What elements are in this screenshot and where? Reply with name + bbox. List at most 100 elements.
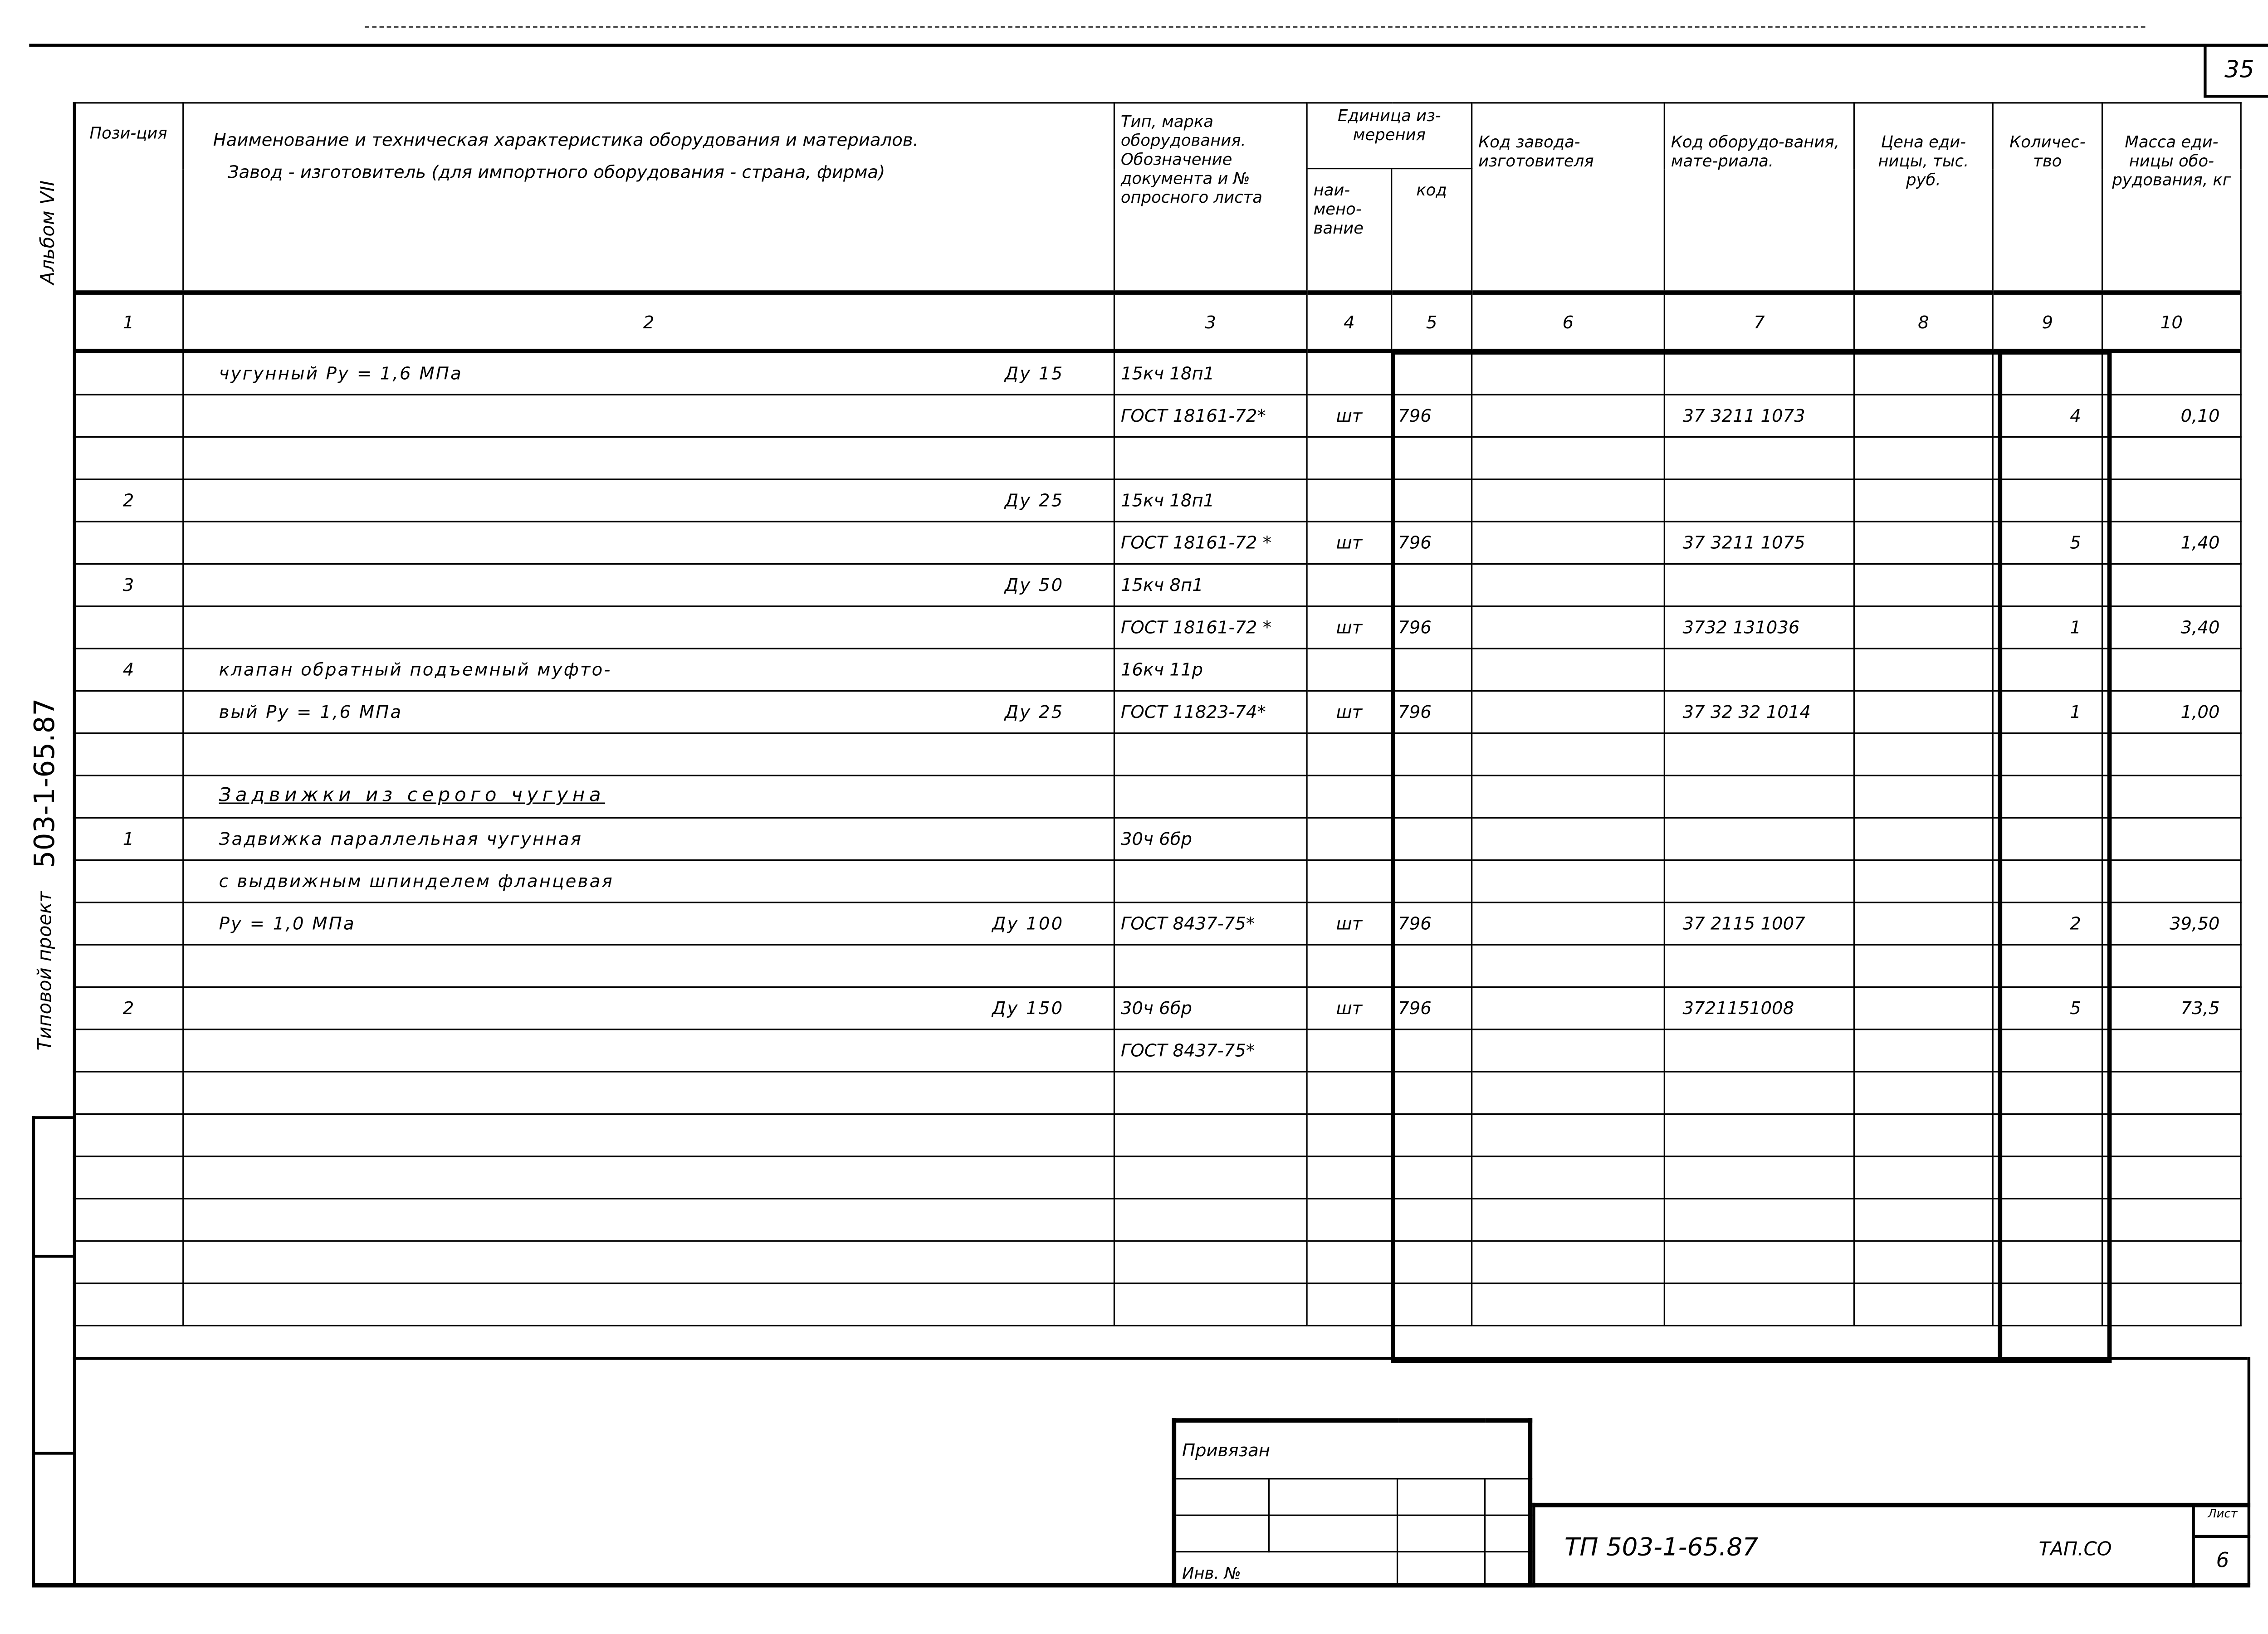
cell-factory: [1471, 1156, 1665, 1200]
cell-factory: [1471, 394, 1665, 438]
cell-mass: [2101, 1113, 2242, 1157]
column-number: 7: [1663, 290, 1855, 353]
column-number: 1: [73, 290, 184, 353]
cell-qty: 2: [1992, 902, 2103, 946]
cell-mass: [2101, 775, 2242, 819]
cell-unit: [1306, 1198, 1393, 1242]
cell-mass: [2101, 732, 2242, 776]
cell-mass: [2101, 1156, 2242, 1200]
cell-factory: [1471, 944, 1665, 988]
cell-qty: [1992, 817, 2103, 861]
cell-price: [1853, 1283, 1994, 1327]
cell-price: [1853, 605, 1994, 649]
bold-divider-mass: [1998, 350, 2003, 1357]
cell-mass: [2101, 436, 2242, 480]
cell-unit: шт: [1306, 394, 1393, 438]
table-row: ГОСТ 8437-75*: [73, 1029, 2242, 1073]
item-name: Ру = 1,0 МПа: [219, 913, 356, 934]
cell-mass: 1,40: [2101, 521, 2242, 565]
cell-pos: [73, 732, 184, 776]
frame-top: [29, 44, 2268, 47]
left-strip-line: [32, 1116, 73, 1119]
header-factory-code: Код завода-изготовителя: [1471, 102, 1665, 293]
cell-factory: [1471, 350, 1665, 395]
cell-unit: [1306, 478, 1393, 522]
cell-type: [1113, 1283, 1308, 1327]
cell-qty: [1992, 1029, 2103, 1073]
cell-factory: [1471, 1071, 1665, 1115]
cell-name: Задвижки из серого чугуна: [182, 775, 1115, 819]
nominal-diameter: Ду 50: [1004, 575, 1064, 595]
linked-label: Привязан: [1173, 1419, 1531, 1480]
cell-unit: [1306, 944, 1393, 988]
cell-pos: 2: [73, 478, 184, 522]
cell-mass: [2101, 944, 2242, 988]
cell-unit: [1306, 1113, 1393, 1157]
cell-pos: [73, 775, 184, 819]
cell-equip: [1663, 648, 1855, 692]
cell-code: [1391, 1113, 1473, 1157]
header-quantity: Количес-тво: [1992, 102, 2103, 293]
cell-unit: [1306, 859, 1393, 903]
cell-code: 796: [1391, 394, 1473, 438]
cell-unit: шт: [1306, 521, 1393, 565]
cell-qty: 1: [1992, 605, 2103, 649]
cell-name: клапан обратный подъемный муфто-: [182, 648, 1115, 692]
cell-unit: шт: [1306, 605, 1393, 649]
cell-qty: 5: [1992, 521, 2103, 565]
cell-qty: [1992, 1198, 2103, 1242]
nominal-diameter: Ду 15: [1004, 363, 1064, 384]
album-label: Альбом VII: [38, 180, 60, 285]
cell-type: [1113, 859, 1308, 903]
header-name-line2: Завод - изготовитель (для импортного обо…: [227, 162, 885, 183]
section-heading: Задвижки из серого чугуна: [219, 785, 606, 807]
cell-price: [1853, 1156, 1994, 1200]
cell-pos: [73, 394, 184, 438]
cell-pos: [73, 436, 184, 480]
cell-code: [1391, 1071, 1473, 1115]
cell-pos: [73, 1113, 184, 1157]
cell-qty: [1992, 1113, 2103, 1157]
cell-pos: [73, 1283, 184, 1327]
cell-mass: 1,00: [2101, 690, 2242, 734]
cell-price: [1853, 1240, 1994, 1284]
cell-name: [182, 1071, 1115, 1115]
cell-pos: [73, 944, 184, 988]
cell-unit: [1306, 817, 1393, 861]
cell-name: Ду 150: [182, 986, 1115, 1030]
cell-factory: [1471, 1113, 1665, 1157]
cell-equip: [1663, 1113, 1855, 1157]
cell-pos: [73, 1198, 184, 1242]
nominal-diameter: Ду 100: [992, 913, 1064, 934]
cell-pos: [73, 859, 184, 903]
cell-factory: [1471, 1283, 1665, 1327]
cell-equip: [1663, 436, 1855, 480]
table-row: ГОСТ 18161-72 * шт 796 37 3211 1075 5 1,40: [73, 521, 2242, 565]
header-position: Пози-ция: [73, 102, 184, 293]
cell-price: [1853, 648, 1994, 692]
column-number: 2: [182, 290, 1115, 353]
cell-factory: [1471, 1240, 1665, 1284]
cell-qty: 4: [1992, 394, 2103, 438]
cell-type: ГОСТ 8437-75*: [1113, 1029, 1308, 1073]
sheet-label: Лист: [2195, 1507, 2251, 1538]
cell-unit: [1306, 1283, 1393, 1327]
cell-price: [1853, 394, 1994, 438]
cell-qty: [1992, 1071, 2103, 1115]
cell-code: [1391, 478, 1473, 522]
cell-qty: 5: [1992, 986, 2103, 1030]
cell-code: [1391, 350, 1473, 395]
cell-qty: [1992, 478, 2103, 522]
table-row: 1 Задвижка параллельная чугунная 30ч 6бр: [73, 817, 2242, 861]
cell-code: 796: [1391, 605, 1473, 649]
cell-mass: [2101, 1240, 2242, 1284]
cell-unit: шт: [1306, 690, 1393, 734]
cell-factory: [1471, 775, 1665, 819]
cell-name: [182, 521, 1115, 565]
cell-factory: [1471, 521, 1665, 565]
column-number: 10: [2101, 290, 2242, 353]
cell-type: [1113, 1198, 1308, 1242]
table-row: [73, 1071, 2242, 1115]
cell-factory: [1471, 1198, 1665, 1242]
